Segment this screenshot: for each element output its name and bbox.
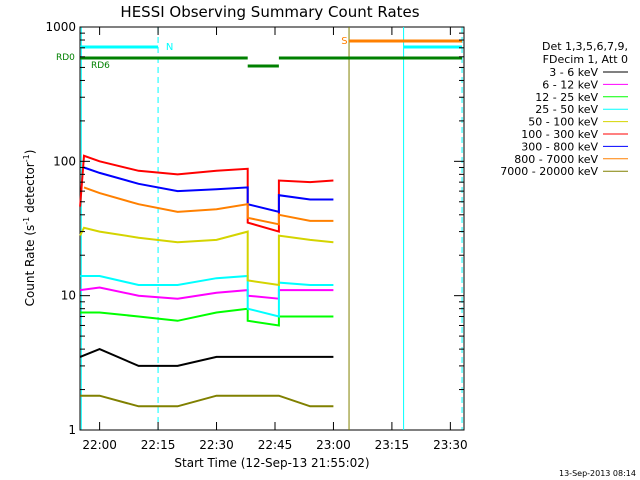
vertical-markers xyxy=(80,27,463,430)
x-tick-label: 23:00 xyxy=(316,438,351,452)
legend-label: 100 - 300 keV xyxy=(521,128,598,141)
series-group xyxy=(79,154,334,408)
x-tick-label: 22:15 xyxy=(141,438,176,452)
y-label-part: Count Rate (s xyxy=(23,225,37,307)
legend-label: 300 - 800 keV xyxy=(521,140,598,153)
x-tick-label: 23:15 xyxy=(375,438,410,452)
legend-header-line: FDecim 1, Att 0 xyxy=(543,53,628,66)
legend-label: 25 - 50 keV xyxy=(535,103,598,116)
x-axis: 22:00 22:15 22:30 22:45 23:00 23:15 23:30 xyxy=(82,27,468,452)
x-tick-label: 22:30 xyxy=(199,438,234,452)
annotations: NS xyxy=(80,36,463,53)
mode-label: S xyxy=(341,36,347,47)
flag-label: RD0 xyxy=(56,53,75,63)
series-line xyxy=(80,307,334,327)
y-label-part: detector xyxy=(23,162,37,217)
x-axis-label: Start Time (12-Sep-13 21:55:02) xyxy=(174,456,369,470)
y-label-part: ) xyxy=(23,150,37,155)
flag-bars: RD0 RD6 xyxy=(56,53,463,71)
chart-title: HESSI Observing Summary Count Rates xyxy=(120,3,419,21)
legend-label: 6 - 12 keV xyxy=(542,78,598,91)
mode-label: N xyxy=(166,42,173,53)
legend-label: 3 - 6 keV xyxy=(549,66,598,79)
legend-label: 12 - 25 keV xyxy=(535,91,598,104)
y-axis-label: Count Rate (s-1 detector-1) xyxy=(22,150,37,307)
y-tick-label: 100 xyxy=(53,154,76,168)
x-tick-label: 22:45 xyxy=(258,438,293,452)
y-label-sup: -1 xyxy=(22,154,31,162)
legend-label: 800 - 7000 keV xyxy=(514,153,598,166)
series-line xyxy=(79,226,334,287)
legend-label: 7000 - 20000 keV xyxy=(500,165,598,178)
flag-label: RD6 xyxy=(91,61,110,71)
series-line xyxy=(83,166,334,214)
y-tick-label: 1 xyxy=(68,423,76,437)
series-line xyxy=(79,154,334,233)
legend-header-line: Det 1,3,5,6,7,9, xyxy=(542,40,628,53)
series-line xyxy=(83,186,334,226)
generation-timestamp: 13-Sep-2013 08:14 xyxy=(559,469,636,478)
series-line xyxy=(80,394,334,408)
legend: Det 1,3,5,6,7,9, FDecim 1, Att 0 3 - 6 k… xyxy=(500,40,628,178)
x-tick-label: 23:30 xyxy=(433,438,468,452)
legend-label: 50 - 100 keV xyxy=(528,116,598,129)
series-line xyxy=(79,348,334,367)
y-axis: 1 10 100 1000 xyxy=(45,20,464,437)
plot-frame xyxy=(79,26,465,431)
y-label-sup: -1 xyxy=(22,217,31,225)
x-tick-label: 22:00 xyxy=(82,438,117,452)
y-tick-label: 10 xyxy=(61,289,76,303)
series-line xyxy=(80,274,334,318)
series-line xyxy=(79,286,334,300)
y-tick-label: 1000 xyxy=(45,20,76,34)
